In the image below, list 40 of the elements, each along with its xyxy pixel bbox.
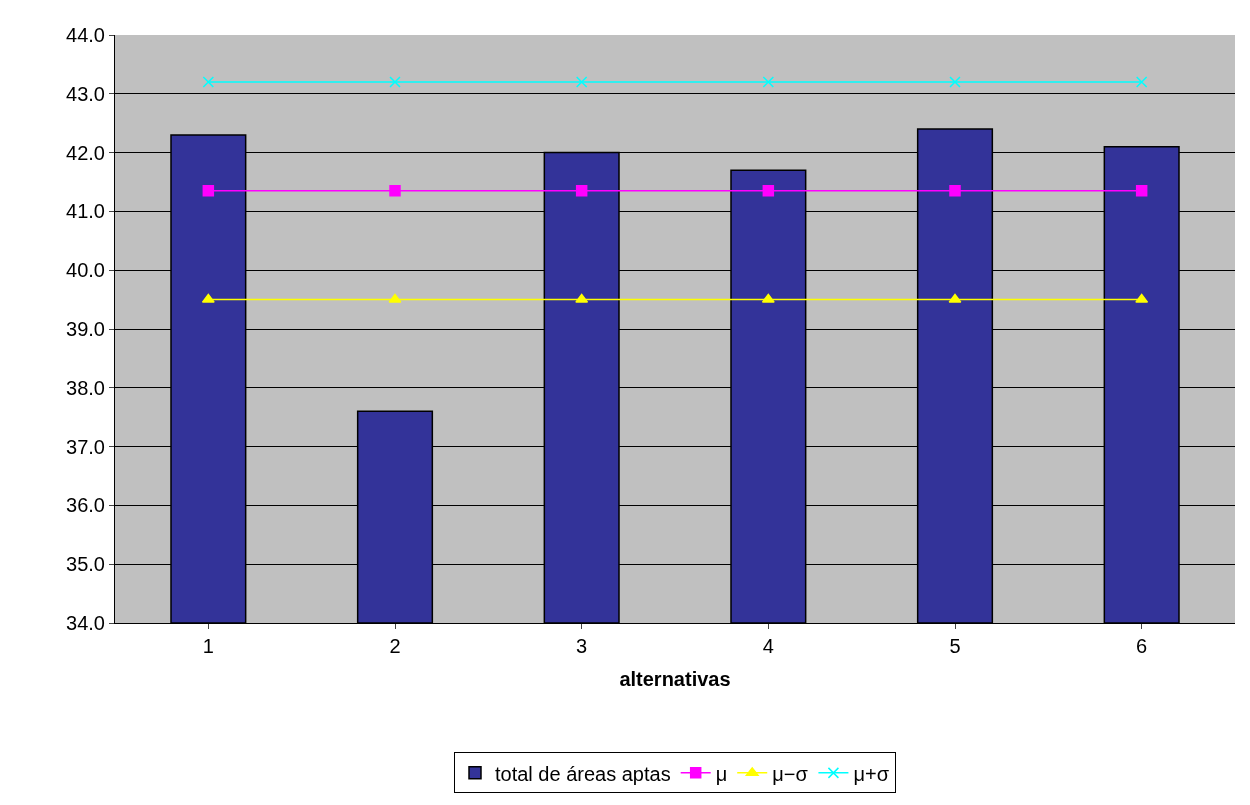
point (389, 76, 401, 88)
point (761, 293, 775, 303)
point (1135, 76, 1148, 88)
y-tick-label: 40.0 (66, 259, 105, 282)
point (949, 185, 961, 197)
point (762, 76, 775, 88)
y-tick-label: 43.0 (66, 82, 105, 105)
point (201, 293, 215, 303)
point (1135, 185, 1148, 197)
y-tick-label: 39.0 (66, 318, 105, 340)
y-tick-label: 38.0 (66, 376, 105, 399)
x-tick-label: 5 (949, 635, 961, 657)
point (575, 293, 589, 303)
x-tick-label: 6 (1136, 635, 1148, 657)
x-tick-label: 3 (576, 635, 588, 657)
x-tick-label: 4 (762, 635, 774, 657)
x-tick-label: 2 (389, 635, 401, 657)
y-tick-label: 42.0 (66, 141, 105, 164)
legend-label: μ−σ (772, 762, 809, 785)
point (575, 185, 588, 197)
x-axis-title: alternativas (619, 667, 731, 690)
point (762, 185, 775, 197)
point (1135, 293, 1149, 303)
point (202, 185, 215, 197)
y-tick-label: 37.0 (66, 435, 105, 458)
point (202, 76, 215, 88)
y-tick-label: 35.0 (66, 553, 105, 576)
y-tick-label: 34.0 (66, 612, 105, 634)
point (948, 293, 962, 303)
legend-label: total de áreas aptas (495, 762, 671, 785)
y-tick-label: 44.0 (66, 24, 105, 46)
point (388, 293, 402, 303)
point (389, 185, 401, 197)
point (575, 76, 588, 88)
legend-label: μ+σ (853, 762, 890, 785)
x-tick-label: 1 (202, 635, 214, 657)
point (949, 76, 961, 88)
y-tick-label: 36.0 (66, 494, 105, 517)
legend-label: μ (715, 762, 728, 785)
y-tick-label: 41.0 (66, 200, 105, 223)
